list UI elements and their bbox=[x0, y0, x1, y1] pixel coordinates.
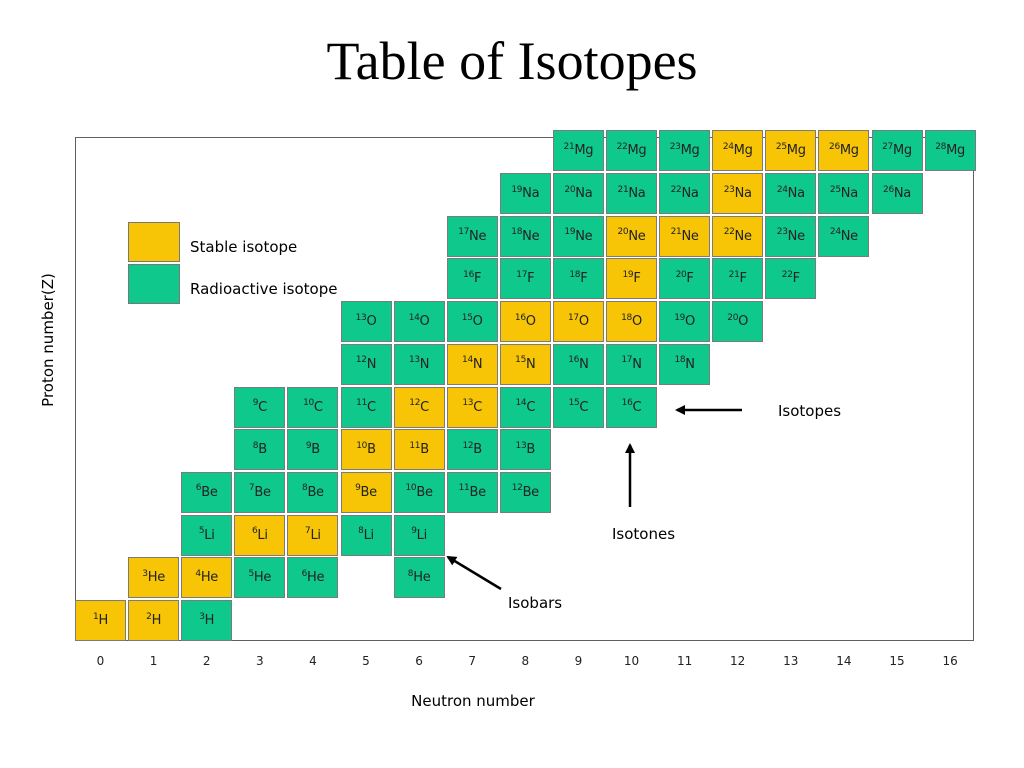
isobars-arrow bbox=[446, 555, 502, 591]
legend-label-stable: Stable isotope bbox=[190, 238, 298, 256]
x-tick-label: 6 bbox=[415, 654, 423, 668]
x-tick-label: 14 bbox=[836, 654, 852, 668]
x-tick-label: 3 bbox=[255, 654, 264, 668]
page-title: Table of Isotopes bbox=[326, 31, 698, 91]
isobars-label: Isobars bbox=[508, 594, 563, 612]
x-tick-label: 2 bbox=[202, 654, 211, 668]
x-tick-label: 4 bbox=[309, 654, 317, 668]
x-tick-label: 10 bbox=[623, 654, 640, 668]
x-tick-label: 9 bbox=[574, 654, 583, 668]
x-tick-label: 16 bbox=[942, 654, 958, 668]
x-tick-label: 7 bbox=[468, 654, 476, 668]
x-tick-label: 11 bbox=[676, 654, 693, 668]
x-tick-label: 8 bbox=[521, 654, 530, 668]
x-axis-label: Neutron number bbox=[411, 692, 535, 710]
legend-label-radioactive: Radioactive isotope bbox=[190, 280, 338, 298]
x-tick-label: 12 bbox=[730, 654, 746, 668]
isotopes-label: Isotopes bbox=[778, 402, 842, 420]
x-tick-label: 1 bbox=[149, 654, 158, 668]
legend-swatch-radioactive bbox=[128, 264, 180, 304]
isotones-label: Isotones bbox=[612, 525, 676, 543]
x-tick-label: 0 bbox=[96, 654, 105, 668]
x-tick-label: 13 bbox=[783, 654, 799, 668]
x-tick-label: 5 bbox=[362, 654, 370, 668]
x-tick-label: 15 bbox=[889, 654, 905, 668]
legend-swatch-stable bbox=[128, 222, 180, 262]
